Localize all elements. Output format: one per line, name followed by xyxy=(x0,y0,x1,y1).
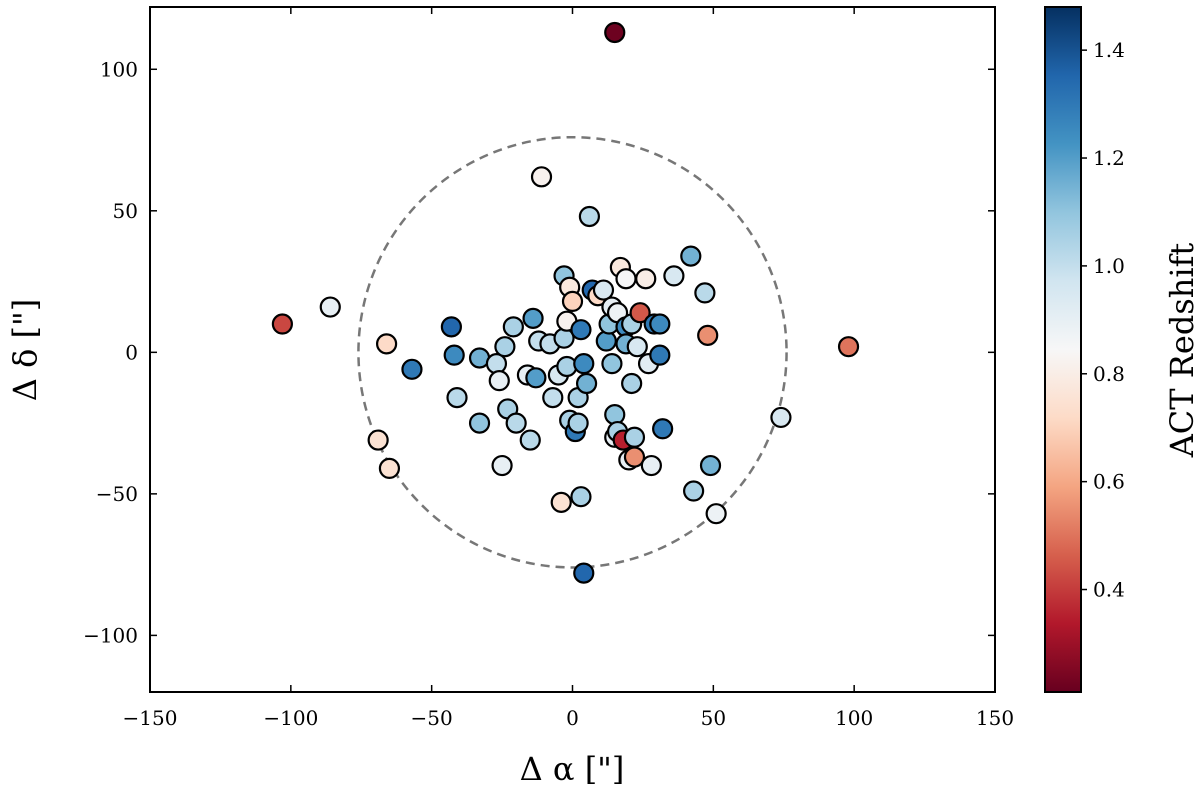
data-point xyxy=(570,486,592,508)
data-point xyxy=(615,268,637,290)
colorbar-tick-label: 0.8 xyxy=(1093,362,1125,386)
colorbar-gradient xyxy=(1044,6,1082,693)
data-point xyxy=(446,387,468,409)
y-tick-label: 100 xyxy=(100,57,138,81)
data-point xyxy=(573,353,595,375)
data-point xyxy=(573,562,595,584)
data-point xyxy=(378,457,401,479)
x-tick-label: 50 xyxy=(701,706,726,730)
data-point xyxy=(680,245,702,267)
plot-area xyxy=(149,6,996,693)
x-tick-label: 150 xyxy=(976,706,1014,730)
data-point xyxy=(376,333,398,355)
y-tick-label: 0 xyxy=(125,340,138,364)
data-point xyxy=(570,319,592,341)
x-tick-label: 0 xyxy=(566,706,579,730)
data-point xyxy=(699,454,722,477)
data-point xyxy=(649,344,671,366)
data-point xyxy=(575,372,598,395)
colorbar: 0.4 0.6 0.8 1.0 1.2 1.4 ACT Redshift xyxy=(1044,6,1200,693)
y-tick-label: −50 xyxy=(96,482,138,506)
data-point xyxy=(519,429,541,451)
data-point xyxy=(494,336,516,358)
colorbar-tick-label: 0.4 xyxy=(1093,578,1125,602)
data-point xyxy=(468,412,491,434)
data-point xyxy=(556,355,578,378)
reference-circle-layer xyxy=(357,135,788,569)
colorbar-tick-label: 1.4 xyxy=(1093,38,1125,62)
x-tick-label: 100 xyxy=(835,706,873,730)
y-tick-label: −100 xyxy=(83,623,138,647)
colorbar-title: ACT Redshift xyxy=(1163,243,1200,459)
colorbar-tick-label: 1.0 xyxy=(1093,254,1125,278)
data-point xyxy=(649,313,671,335)
reference-circle xyxy=(357,135,788,569)
x-axis-title: Δ α ["] xyxy=(520,750,625,788)
data-point xyxy=(522,307,544,329)
x-tick-label: −100 xyxy=(263,706,318,730)
data-point xyxy=(652,418,674,440)
data-point xyxy=(626,336,648,358)
data-point xyxy=(697,324,719,346)
data-point xyxy=(604,404,626,426)
data-point xyxy=(367,429,389,451)
data-points-layer xyxy=(271,21,860,584)
colorbar-ticks: 0.4 0.6 0.8 1.0 1.2 1.4 xyxy=(1081,38,1125,602)
data-point xyxy=(705,503,727,525)
data-point xyxy=(502,316,524,338)
data-point xyxy=(640,454,662,477)
data-point xyxy=(443,344,465,366)
data-point xyxy=(491,454,513,477)
data-point xyxy=(595,330,617,352)
data-point xyxy=(663,265,685,287)
data-point xyxy=(683,480,705,502)
y-axis: −100 −50 0 50 100 xyxy=(83,57,995,647)
data-point xyxy=(629,302,651,324)
data-point xyxy=(505,412,527,434)
data-point xyxy=(770,406,792,429)
y-tick-label: 50 xyxy=(113,199,138,223)
x-tick-label: −50 xyxy=(411,706,453,730)
data-point xyxy=(604,21,626,44)
data-point xyxy=(837,336,860,358)
data-point xyxy=(567,412,589,434)
data-point xyxy=(319,296,341,318)
data-point xyxy=(542,387,564,409)
data-point xyxy=(623,426,646,448)
data-point xyxy=(592,279,615,301)
data-point xyxy=(561,290,584,312)
y-axis-title: Δ δ ["] xyxy=(6,299,44,401)
plot-frame xyxy=(149,6,996,693)
x-axis: −150 −100 −50 0 50 100 150 xyxy=(123,7,1014,730)
colorbar-tick-label: 0.6 xyxy=(1093,470,1125,494)
data-point xyxy=(440,316,462,338)
data-point xyxy=(623,446,646,468)
data-point xyxy=(635,268,657,290)
data-point xyxy=(401,358,423,380)
data-point xyxy=(488,370,510,392)
data-point xyxy=(525,367,547,389)
data-point xyxy=(621,372,643,395)
data-point xyxy=(550,491,572,513)
x-tick-label: −150 xyxy=(123,706,178,730)
colorbar-tick-label: 1.2 xyxy=(1093,146,1125,170)
data-point xyxy=(601,353,623,375)
data-point xyxy=(271,313,293,335)
data-point xyxy=(578,205,601,228)
data-point xyxy=(694,282,716,304)
data-point xyxy=(530,166,553,188)
